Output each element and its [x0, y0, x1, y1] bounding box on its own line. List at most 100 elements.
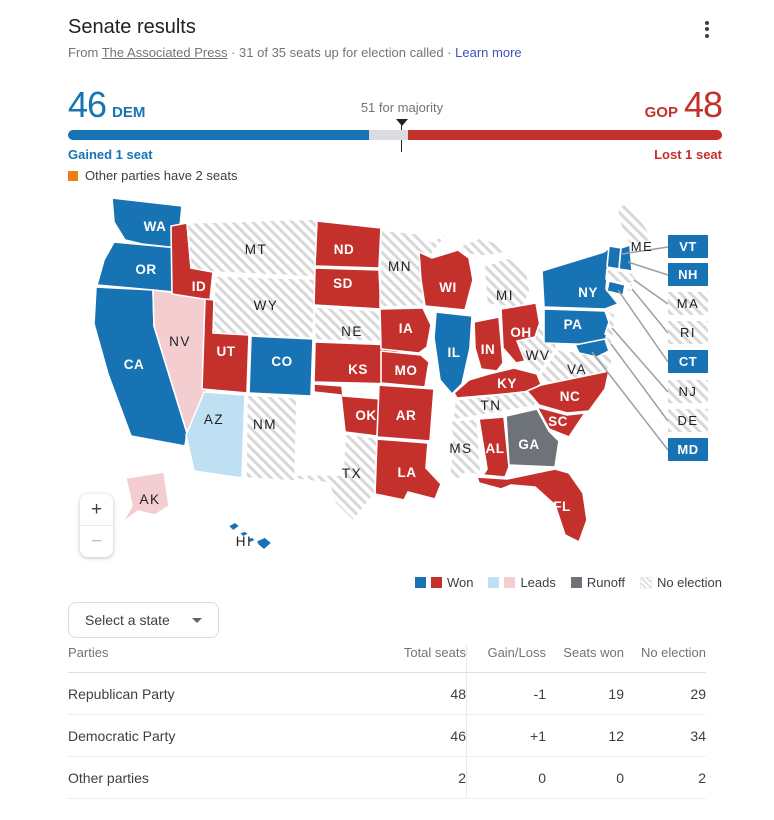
cell-gain: +1 — [466, 715, 546, 756]
separator-dot: · — [231, 45, 240, 60]
dem-seat-count: 46 — [68, 84, 107, 125]
state-me[interactable] — [616, 202, 652, 245]
header-total-seats: Total seats — [403, 645, 466, 660]
legend-item-no-election: No election — [639, 575, 722, 590]
cell-no-election: 29 — [690, 685, 706, 702]
state-hi[interactable] — [227, 521, 241, 532]
state-co[interactable] — [248, 335, 314, 397]
no-election-swatch — [639, 576, 652, 589]
page-title: Senate results — [68, 16, 196, 38]
state-az[interactable] — [185, 391, 246, 479]
won-dem-swatch — [414, 577, 426, 588]
chevron-down-icon — [191, 617, 202, 623]
state-box-de[interactable] — [668, 409, 708, 432]
state-hi[interactable] — [238, 530, 250, 538]
state-sc[interactable] — [536, 406, 586, 438]
state-box-ri[interactable] — [668, 321, 708, 344]
leader-line — [633, 279, 669, 305]
state-or[interactable] — [96, 241, 179, 293]
zoom-in-button[interactable]: + — [90, 498, 103, 520]
state-ct[interactable] — [606, 280, 626, 296]
kebab-menu-icon[interactable] — [698, 19, 716, 39]
state-box-md[interactable] — [668, 438, 708, 461]
legend-label: Won — [446, 575, 474, 590]
separator-dot: · — [447, 45, 456, 60]
state-il[interactable] — [433, 311, 473, 395]
state-mi[interactable] — [483, 257, 531, 309]
header-seats-won: Seats won — [563, 645, 624, 660]
state-md[interactable] — [574, 338, 610, 358]
cell-no-election: 2 — [698, 769, 706, 786]
state-la[interactable] — [374, 438, 442, 501]
state-box-nj[interactable] — [668, 380, 708, 403]
cell-won: 12 — [608, 727, 624, 744]
legend-item-runoff: Runoff — [570, 575, 625, 590]
state-box-ct[interactable] — [668, 350, 708, 373]
other-parties-note: Other parties have 2 seats — [68, 168, 237, 183]
table-row-democratic: Democratic Party 46 +1 12 34 — [68, 715, 706, 757]
state-tx[interactable] — [294, 433, 378, 522]
cell-total: 48 — [450, 685, 466, 702]
state-ia[interactable] — [379, 307, 432, 354]
learn-more-link[interactable]: Learn more — [455, 45, 522, 60]
state-box-nh[interactable] — [668, 263, 708, 286]
dem-party-label: DEM — [112, 104, 146, 121]
legend-item-won: Won — [414, 575, 474, 590]
legend-item-leads: Leads — [488, 575, 556, 590]
state-ok[interactable] — [313, 383, 382, 437]
state-sd[interactable] — [313, 267, 382, 310]
source-line: From The Associated Press · 31 of 35 sea… — [68, 45, 522, 60]
cell-total: 2 — [458, 769, 466, 786]
gop-bar-segment — [408, 130, 722, 140]
table-row-other: Other parties 2 0 0 2 — [68, 757, 706, 799]
leader-line — [610, 343, 669, 422]
state-nm[interactable] — [245, 394, 298, 482]
state-nh[interactable] — [618, 244, 633, 272]
leader-line — [611, 327, 669, 393]
state-wy[interactable] — [212, 275, 316, 339]
source-publisher-link[interactable]: The Associated Press — [101, 45, 228, 60]
state-ky[interactable] — [453, 367, 542, 399]
leader-line — [631, 288, 669, 334]
leader-line — [591, 351, 669, 451]
gop-tally: GOP 48 — [644, 84, 723, 126]
state-ak[interactable] — [121, 471, 170, 524]
other-parties-swatch — [68, 170, 78, 181]
state-selector-dropdown[interactable]: Select a state — [68, 602, 219, 638]
dem-bar-segment — [68, 130, 369, 140]
state-mi[interactable] — [459, 237, 509, 257]
state-mo[interactable] — [380, 350, 430, 388]
state-ut[interactable] — [201, 298, 250, 394]
gop-seat-count: 48 — [683, 84, 723, 125]
state-nd[interactable] — [314, 220, 382, 269]
state-tn[interactable] — [452, 389, 540, 421]
state-box-vt[interactable] — [668, 235, 708, 258]
state-hi[interactable] — [246, 536, 257, 544]
state-wi[interactable] — [418, 249, 474, 311]
state-fl[interactable] — [476, 468, 588, 543]
state-al[interactable] — [478, 416, 510, 478]
cell-party: Democratic Party — [68, 727, 176, 744]
gop-party-label: GOP — [644, 104, 678, 121]
state-in[interactable] — [473, 316, 504, 372]
state-selector-label: Select a state — [85, 612, 170, 628]
leads-gop-swatch — [504, 577, 516, 588]
state-box-ma[interactable] — [668, 292, 708, 315]
zoom-out-button[interactable]: − — [80, 525, 113, 557]
source-prefix: From — [68, 45, 99, 60]
gop-change-note: Lost 1 seat — [654, 147, 722, 162]
state-ma[interactable] — [605, 268, 639, 286]
legend-label: Runoff — [586, 575, 625, 590]
legend-label: No election — [656, 575, 722, 590]
state-mn[interactable] — [379, 229, 449, 308]
state-mt[interactable] — [186, 218, 318, 278]
state-nc[interactable] — [526, 370, 610, 414]
state-hi[interactable] — [255, 536, 273, 551]
won-gop-swatch — [430, 577, 442, 588]
header-no-election: No election — [640, 645, 706, 660]
state-ms[interactable] — [448, 418, 482, 480]
state-ar[interactable] — [376, 384, 435, 442]
cell-won: 0 — [616, 769, 624, 786]
state-ny[interactable] — [541, 246, 619, 310]
